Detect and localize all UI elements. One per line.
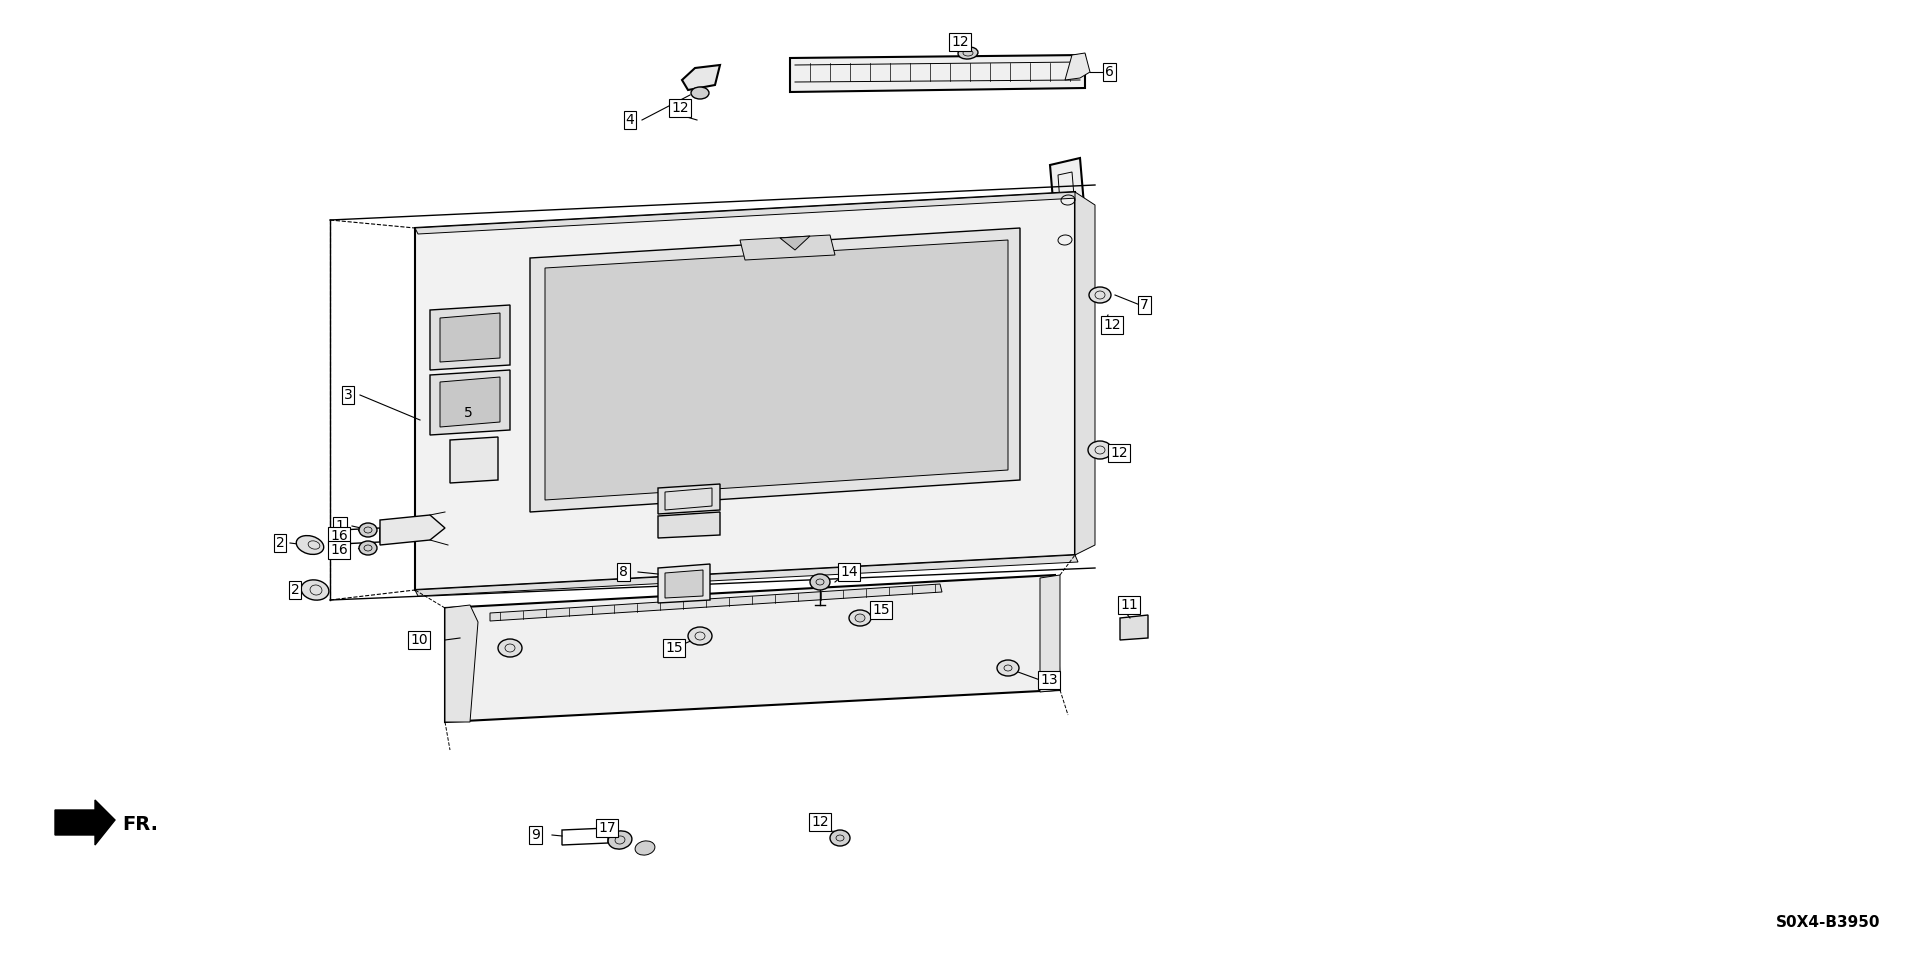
Ellipse shape [359, 523, 376, 537]
Ellipse shape [1089, 441, 1112, 459]
Ellipse shape [691, 87, 708, 99]
Polygon shape [490, 584, 943, 621]
Ellipse shape [497, 639, 522, 657]
Text: 12: 12 [810, 815, 829, 829]
Text: 2: 2 [276, 536, 284, 550]
Text: 16: 16 [330, 543, 348, 557]
Text: 17: 17 [597, 821, 616, 835]
Ellipse shape [687, 627, 712, 645]
Ellipse shape [359, 541, 376, 555]
Text: 2: 2 [290, 583, 300, 597]
Polygon shape [445, 605, 478, 722]
Polygon shape [1119, 615, 1148, 640]
Polygon shape [739, 235, 835, 260]
Text: 7: 7 [1140, 298, 1148, 312]
Ellipse shape [849, 610, 872, 626]
Polygon shape [563, 828, 609, 845]
Polygon shape [56, 800, 115, 845]
Ellipse shape [958, 47, 977, 59]
Polygon shape [530, 228, 1020, 512]
Polygon shape [659, 564, 710, 603]
Ellipse shape [296, 535, 324, 554]
Polygon shape [659, 512, 720, 538]
Ellipse shape [829, 830, 851, 846]
Text: 9: 9 [532, 828, 540, 842]
Ellipse shape [1089, 287, 1112, 303]
Text: 15: 15 [664, 641, 684, 655]
Text: 16: 16 [330, 529, 348, 543]
Ellipse shape [636, 841, 655, 855]
Ellipse shape [996, 660, 1020, 676]
Text: 12: 12 [1110, 446, 1127, 460]
Polygon shape [1050, 158, 1091, 282]
Text: 5: 5 [463, 406, 472, 420]
Polygon shape [545, 240, 1008, 500]
Polygon shape [430, 305, 511, 370]
Polygon shape [445, 575, 1060, 722]
Polygon shape [415, 555, 1077, 596]
Text: FR.: FR. [123, 815, 157, 834]
Text: 10: 10 [411, 633, 428, 647]
Text: 14: 14 [841, 565, 858, 579]
Ellipse shape [854, 614, 866, 622]
Polygon shape [340, 528, 380, 544]
Text: 11: 11 [1119, 598, 1139, 612]
Polygon shape [1066, 53, 1091, 80]
Polygon shape [415, 192, 1075, 590]
Text: 12: 12 [1102, 318, 1121, 332]
Polygon shape [659, 484, 720, 514]
Polygon shape [1041, 575, 1060, 692]
Text: 8: 8 [618, 565, 628, 579]
Polygon shape [664, 570, 703, 598]
Polygon shape [789, 55, 1085, 92]
Polygon shape [449, 437, 497, 483]
Polygon shape [380, 515, 445, 545]
Polygon shape [682, 65, 720, 90]
Polygon shape [440, 377, 499, 427]
Polygon shape [1075, 192, 1094, 555]
Polygon shape [780, 236, 810, 250]
Polygon shape [415, 192, 1077, 234]
Ellipse shape [810, 574, 829, 590]
Text: 12: 12 [672, 101, 689, 115]
Polygon shape [430, 370, 511, 435]
Text: 1: 1 [336, 519, 344, 533]
Text: S0X4-B3950: S0X4-B3950 [1776, 915, 1880, 930]
Text: 15: 15 [872, 603, 889, 617]
Text: 6: 6 [1106, 65, 1114, 79]
Text: 13: 13 [1041, 673, 1058, 687]
Ellipse shape [301, 580, 328, 600]
Polygon shape [440, 313, 499, 362]
Text: 12: 12 [950, 35, 970, 49]
Ellipse shape [609, 830, 632, 849]
Text: 3: 3 [344, 388, 353, 402]
Text: 4: 4 [626, 113, 634, 127]
